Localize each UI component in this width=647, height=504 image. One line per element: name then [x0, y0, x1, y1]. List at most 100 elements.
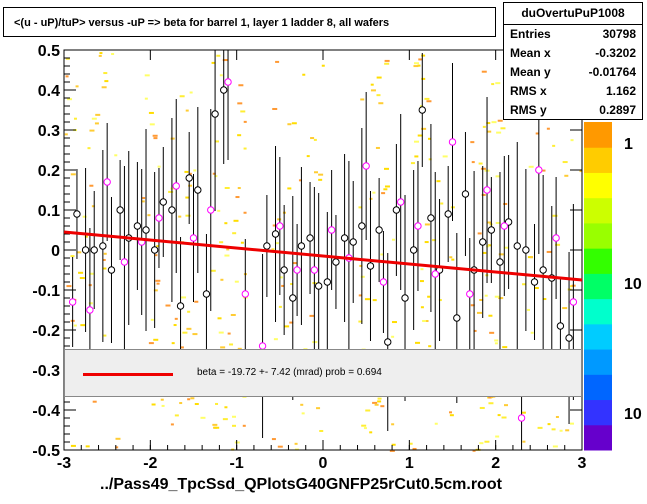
- heatmap-cell: [275, 242, 279, 245]
- x-tick-label: 1: [405, 455, 414, 472]
- profile-point: [168, 206, 176, 214]
- profile-point: [241, 290, 250, 298]
- heatmap-cell: [104, 80, 109, 83]
- heatmap-cell: [152, 134, 158, 137]
- heatmap-cell: [438, 299, 442, 302]
- heatmap-cell: [65, 75, 69, 78]
- profile-point: [513, 242, 521, 250]
- heatmap-cell: [537, 426, 543, 429]
- heatmap-cell: [484, 440, 490, 443]
- heatmap-cell: [424, 97, 430, 100]
- heatmap-cell: [421, 127, 427, 130]
- heatmap-cell: [358, 206, 362, 209]
- heatmap-cell: [478, 162, 483, 165]
- heatmap-cell: [546, 127, 550, 130]
- stats-key: Mean y: [510, 65, 551, 79]
- profile-point: [224, 78, 232, 86]
- heatmap-cell: [529, 256, 533, 259]
- heatmap-cell: [156, 245, 160, 248]
- profile-point: [535, 166, 543, 174]
- profile-point: [565, 334, 573, 342]
- y-tick-label: -0.4: [32, 403, 60, 420]
- profile-point: [340, 234, 349, 242]
- stats-value: 1.162: [605, 84, 636, 98]
- heatmap-cell: [419, 280, 424, 283]
- profile-point: [68, 298, 77, 306]
- heatmap-cell: [148, 342, 154, 345]
- heatmap-cell: [383, 188, 388, 191]
- color-scale-tick-label: 10: [624, 406, 642, 423]
- heatmap-cell: [426, 100, 432, 103]
- heatmap-cell: [156, 282, 160, 285]
- heatmap-cell: [238, 84, 244, 87]
- heatmap-cell: [302, 73, 306, 76]
- heatmap-cell: [185, 214, 191, 217]
- color-scale-cell: [584, 374, 612, 401]
- heatmap-cell: [375, 146, 380, 149]
- heatmap-cell: [381, 192, 386, 195]
- heatmap-cell: [214, 426, 220, 429]
- heatmap-cell: [188, 172, 192, 175]
- x-tick-label: -1: [230, 455, 244, 472]
- heatmap-cell: [103, 252, 107, 255]
- heatmap-cell: [273, 338, 278, 341]
- heatmap-cell: [190, 397, 195, 400]
- heatmap-cell: [234, 280, 239, 283]
- stats-row-rms-x: RMS x 1.162: [504, 82, 642, 101]
- heatmap-cell: [420, 306, 424, 309]
- heatmap-cell: [376, 94, 381, 97]
- heatmap-cell: [70, 255, 75, 258]
- profile-point: [500, 222, 508, 230]
- heatmap-cell: [497, 119, 503, 122]
- heatmap-cell: [522, 440, 526, 443]
- stats-value: -0.01764: [588, 65, 636, 79]
- heatmap-cell: [233, 219, 239, 222]
- heatmap-cell: [528, 165, 534, 168]
- heatmap-cell: [77, 251, 82, 254]
- profile-point: [414, 222, 422, 230]
- heatmap-cell: [570, 285, 574, 288]
- profile-point: [397, 198, 405, 206]
- heatmap-cell: [564, 174, 569, 177]
- heatmap-cell: [185, 196, 190, 199]
- profile-point: [289, 294, 297, 302]
- heatmap-cell: [292, 262, 298, 265]
- heatmap-cell: [358, 320, 363, 323]
- heatmap-cell: [449, 414, 454, 417]
- heatmap-cell: [391, 321, 397, 324]
- heatmap-cell: [272, 107, 278, 110]
- heatmap-cell: [391, 423, 395, 426]
- heatmap-cell: [174, 317, 178, 320]
- heatmap-cell: [301, 412, 305, 415]
- heatmap-cell: [414, 62, 420, 65]
- profile-point: [280, 266, 288, 274]
- heatmap-cell: [212, 423, 218, 426]
- profile-point: [556, 322, 565, 330]
- heatmap-cell: [215, 402, 219, 405]
- heatmap-cell: [89, 184, 94, 187]
- heatmap-cell: [361, 424, 367, 427]
- heatmap-cell: [232, 232, 237, 235]
- heatmap-cell: [497, 414, 501, 417]
- heatmap-cell: [155, 279, 161, 282]
- heatmap-cell: [91, 117, 97, 120]
- heatmap-cell: [300, 403, 304, 406]
- heatmap-cell: [160, 398, 164, 401]
- heatmap-cell: [298, 179, 302, 182]
- heatmap-cell: [363, 427, 367, 430]
- profile-point: [142, 226, 150, 234]
- color-scale-cell: [584, 323, 612, 350]
- heatmap-cell: [412, 447, 417, 450]
- heatmap-cell: [284, 325, 290, 328]
- profile-point: [517, 414, 526, 422]
- profile-point: [479, 238, 487, 246]
- heatmap-cell: [546, 250, 552, 253]
- profile-point: [466, 290, 474, 298]
- stats-key: Mean x: [510, 46, 551, 60]
- heatmap-cell: [214, 140, 219, 143]
- profile-point: [103, 178, 111, 186]
- heatmap-cell: [189, 91, 193, 94]
- y-tick-label: -0.2: [32, 323, 60, 340]
- profile-point: [202, 290, 211, 298]
- heatmap-cell: [559, 429, 563, 432]
